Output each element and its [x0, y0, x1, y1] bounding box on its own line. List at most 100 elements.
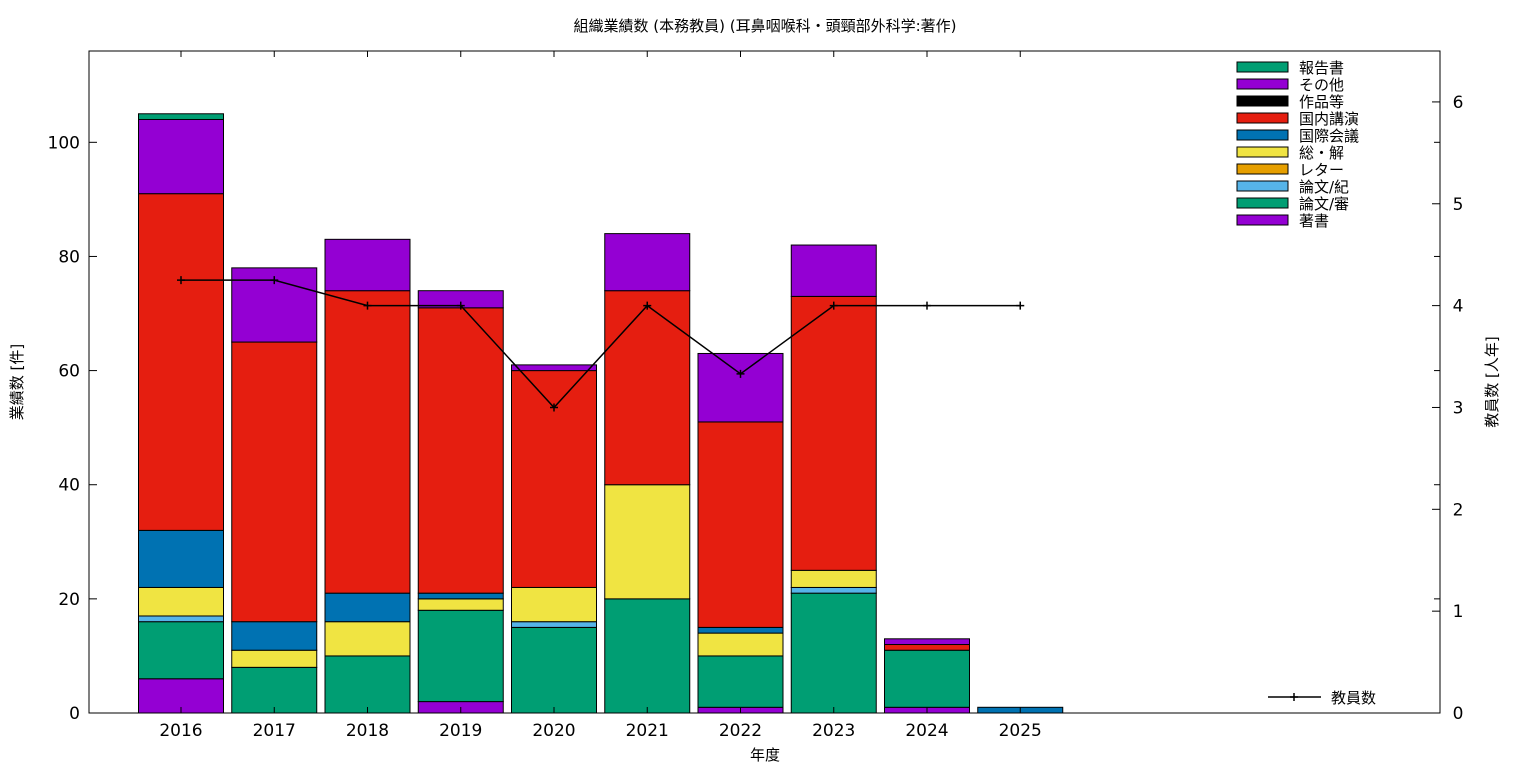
y2-tick-label: 6 [1453, 93, 1464, 113]
bar-2022-series-1 [697, 655, 784, 708]
bar-2016-series-4 [138, 586, 224, 617]
bar-2023-series-6 [790, 295, 877, 571]
y-tick-label: 100 [48, 133, 80, 153]
x-tick-label: 2022 [719, 721, 762, 741]
bars-layer [138, 113, 1064, 714]
bar-2019-series-1 [417, 609, 504, 703]
line-point [456, 301, 465, 310]
legend-label: レター [1299, 161, 1344, 179]
bar-2021-series-8 [604, 233, 691, 292]
legend-line-label: 教員数 [1331, 689, 1376, 707]
bar-2016-series-5 [138, 529, 224, 588]
bar-2020-series-4 [511, 586, 597, 623]
bar-2017-series-1 [231, 666, 318, 714]
bar-2024-series-8 [884, 638, 970, 646]
x-tick-label: 2025 [999, 721, 1042, 741]
legend-swatch [1236, 112, 1289, 124]
legend-swatch [1236, 163, 1289, 175]
x-tick-label: 2020 [532, 721, 575, 741]
legend-label: 著書 [1299, 212, 1329, 230]
x-tick-label: 2016 [159, 721, 202, 741]
bar-2020-series-1 [511, 626, 597, 714]
x-tick-label: 2021 [626, 721, 669, 741]
bar-2016-series-1 [138, 621, 224, 680]
y2-tick-label: 1 [1453, 602, 1464, 622]
line-layer [177, 276, 1025, 412]
legend-label: その他 [1299, 76, 1344, 94]
bar-2020-series-2 [511, 621, 597, 628]
bar-2018-series-4 [324, 621, 411, 657]
chart-title: 組織業績数 (本務教員) (耳鼻咽喉科・頭頸部外科学:著作) [573, 17, 956, 35]
bar-2019-series-4 [417, 598, 504, 611]
bar-2023-series-8 [790, 244, 877, 297]
legend-label: 論文/紀 [1299, 178, 1349, 196]
legend-swatch [1236, 180, 1289, 192]
bar-2021-series-4 [604, 484, 691, 600]
legend-line-marker [1290, 693, 1298, 701]
line-point [923, 301, 931, 310]
bar-2017-series-6 [231, 341, 318, 623]
legend-label: 報告書 [1299, 59, 1344, 77]
bar-2024-series-1 [884, 649, 970, 708]
x-tick-label: 2019 [439, 721, 482, 741]
bar-2016-series-8 [138, 118, 224, 195]
x-tick-label: 2018 [346, 721, 389, 741]
x-axis-label: 年度 [750, 746, 780, 764]
legend-label: 国内講演 [1299, 110, 1359, 128]
y2-axis-label: 教員数 [人年] [1483, 336, 1501, 427]
legend-label: 総・解 [1299, 144, 1344, 162]
bar-2020-series-8 [511, 364, 597, 372]
y2-tick-label: 3 [1453, 398, 1464, 418]
bar-2019-series-5 [417, 592, 504, 600]
bar-2016-series-2 [138, 615, 224, 623]
legend-swatch [1236, 129, 1289, 141]
axes-layer: 0 20 40 60 80 100 0 1 2 3 4 5 6 2016 2017 2018 2019 2020 2… [48, 51, 1464, 741]
x-tick-label: 2023 [812, 721, 855, 741]
bar-2017-series-5 [231, 621, 318, 651]
y2-tick-label: 0 [1453, 704, 1464, 724]
line-point [643, 301, 652, 310]
line-point [550, 403, 558, 412]
bar-2023-series-4 [790, 569, 877, 588]
y-tick-label: 40 [58, 476, 80, 496]
y-tick-label: 80 [58, 247, 80, 267]
bar-2023-series-2 [790, 586, 877, 594]
bar-2017-series-4 [231, 649, 318, 668]
x-tick-label: 2017 [253, 721, 296, 741]
legend-swatch [1236, 61, 1289, 73]
legend-label: 国際会議 [1299, 127, 1359, 145]
line-point [829, 301, 838, 310]
bar-2022-series-4 [697, 632, 784, 657]
legend-swatch [1236, 78, 1289, 90]
bar-2018-series-6 [324, 290, 411, 594]
bar-2016-series-9 [138, 113, 224, 120]
bar-2016-series-6 [138, 193, 224, 531]
bar-2019-series-6 [417, 307, 504, 594]
y-tick-label: 60 [58, 362, 80, 382]
y-tick-label: 20 [58, 590, 80, 610]
bar-2023-series-1 [790, 592, 877, 714]
legend-label: 論文/審 [1299, 195, 1349, 213]
line-series-teachers [181, 279, 1021, 409]
y2-tick-label: 5 [1453, 195, 1464, 215]
x-tick-label: 2024 [905, 721, 948, 741]
line-point [363, 301, 372, 310]
bar-2018-series-8 [324, 238, 411, 292]
bar-2018-series-1 [324, 655, 411, 714]
legend-swatch [1236, 95, 1289, 107]
y-tick-label: 0 [69, 704, 80, 724]
plot-frame [88, 50, 1441, 714]
legend-label: 作品等 [1299, 93, 1344, 111]
legend-swatch [1236, 214, 1289, 226]
y-axis-label: 業績数 [件] [8, 344, 26, 420]
bar-2018-series-5 [324, 592, 411, 623]
bar-2022-series-5 [697, 626, 784, 634]
line-point [736, 369, 745, 378]
bar-2021-series-6 [604, 290, 691, 486]
line-point [177, 276, 185, 285]
legend-swatch [1236, 197, 1289, 209]
y2-tick-label: 2 [1453, 500, 1464, 520]
y2-tick-label: 4 [1453, 297, 1464, 317]
